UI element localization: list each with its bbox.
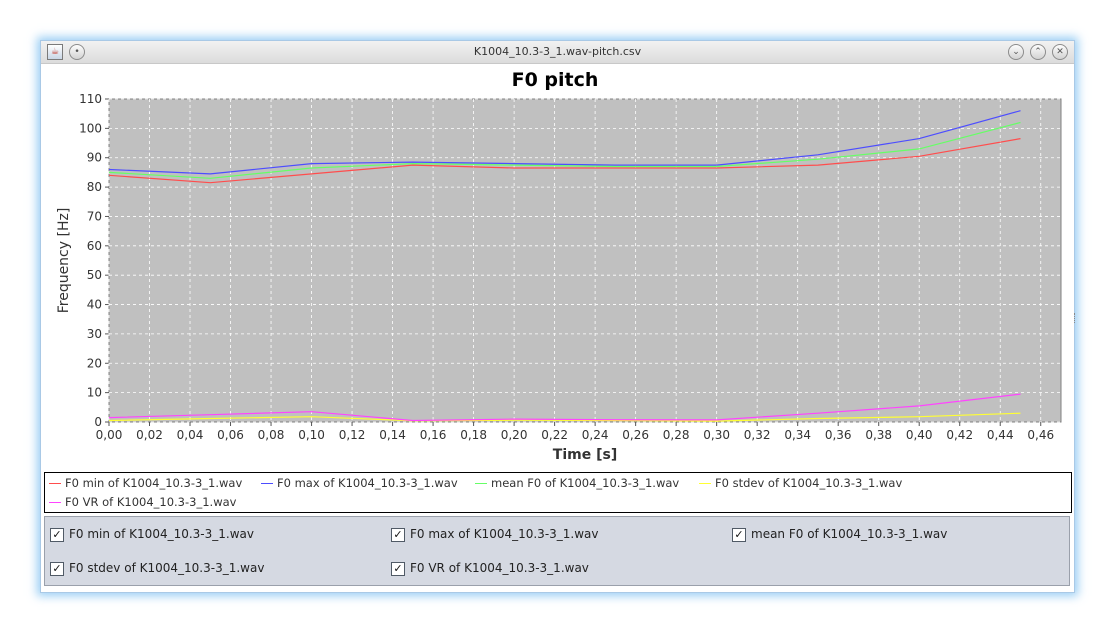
x-tick-label: 0,18	[460, 428, 487, 442]
x-tick-label: 0,04	[177, 428, 204, 442]
x-tick-label: 0,20	[501, 428, 528, 442]
x-axis-label: Time [s]	[553, 447, 617, 463]
checkbox-f0-vr[interactable]: ✓ F0 VR of K1004_10.3-3_1.wav	[391, 561, 589, 576]
x-tick-label: 0,02	[136, 428, 163, 442]
window-menu-icon[interactable]: •	[69, 44, 85, 60]
y-tick-label: 110	[79, 92, 102, 106]
y-axis-label: Frequency [Hz]	[56, 208, 72, 314]
chart-area: F0 pitch 0 10 20 30 40 50 60 70 80 90 100 110 0,00 0,0…	[41, 64, 1074, 472]
checkbox-box[interactable]: ✓	[50, 527, 64, 542]
resize-grip[interactable]	[1074, 313, 1078, 323]
x-tick-label: 0,22	[541, 428, 568, 442]
legend-label: F0 min of K1004_10.3-3_1.wav	[65, 476, 243, 490]
checkbox-box[interactable]: ✓	[391, 561, 405, 576]
x-tick-label: 0,00	[96, 428, 123, 442]
y-tick-label: 30	[87, 327, 102, 341]
x-tick-label: 0,38	[865, 428, 892, 442]
title-bar[interactable]: ☕ • K1004_10.3-3_1.wav-pitch.csv ⌄ ⌃ ✕	[41, 41, 1074, 64]
x-tick-label: 0,36	[825, 428, 852, 442]
chart-legend: F0 min of K1004_10.3-3_1.wav F0 max of K…	[44, 472, 1072, 513]
x-tick-label: 0,34	[784, 428, 811, 442]
series-toggle-panel: ✓ F0 min of K1004_10.3-3_1.wav ✓ F0 max of…	[44, 516, 1070, 586]
checkbox-label[interactable]: F0 max of K1004_10.3-3_1.wav	[410, 527, 599, 541]
plot-background	[108, 98, 1062, 423]
legend-swatch	[49, 502, 61, 503]
checkbox-label[interactable]: F0 VR of K1004_10.3-3_1.wav	[410, 561, 589, 575]
series-line-4	[108, 393, 1021, 422]
legend-swatch	[699, 483, 711, 484]
y-tick-label: 0	[94, 415, 102, 429]
legend-item-f0-stdev: F0 stdev of K1004_10.3-3_1.wav	[699, 476, 902, 490]
series-line-3	[108, 412, 1021, 422]
series-line-0	[108, 138, 1021, 184]
y-tick-label: 20	[87, 356, 102, 370]
checkbox-mean-f0[interactable]: ✓ mean F0 of K1004_10.3-3_1.wav	[732, 527, 947, 542]
java-cup-icon[interactable]: ☕	[47, 44, 63, 60]
checkbox-label[interactable]: F0 stdev of K1004_10.3-3_1.wav	[69, 561, 265, 575]
y-tick-label: 40	[87, 298, 102, 312]
legend-item-f0-max: F0 max of K1004_10.3-3_1.wav	[261, 476, 458, 490]
x-tick-label: 0,46	[1027, 428, 1054, 442]
checkbox-label[interactable]: mean F0 of K1004_10.3-3_1.wav	[751, 527, 948, 541]
y-tick-label: 100	[79, 121, 102, 135]
y-tick-label: 50	[87, 268, 102, 282]
x-tick-label: 0,06	[217, 428, 244, 442]
chart-title: F0 pitch	[512, 69, 599, 91]
y-tick-label: 90	[87, 151, 102, 165]
legend-label: F0 VR of K1004_10.3-3_1.wav	[65, 495, 237, 509]
x-tick-label: 0,32	[744, 428, 771, 442]
x-tick-label: 0,44	[987, 428, 1014, 442]
checkbox-f0-min[interactable]: ✓ F0 min of K1004_10.3-3_1.wav	[50, 527, 254, 542]
x-tick-label: 0,42	[946, 428, 973, 442]
y-tick-label: 60	[87, 239, 102, 253]
x-tick-label: 0,14	[379, 428, 406, 442]
legend-swatch	[49, 483, 61, 484]
legend-swatch	[475, 483, 487, 484]
f0-pitch-chart: F0 pitch 0 10 20 30 40 50 60 70 80 90 100 110 0,00 0,0…	[56, 69, 1062, 463]
x-tick-label: 0,40	[906, 428, 933, 442]
legend-swatch	[261, 483, 273, 484]
x-tick-label: 0,26	[622, 428, 649, 442]
x-tick-label: 0,10	[298, 428, 325, 442]
legend-item-f0-min: F0 min of K1004_10.3-3_1.wav	[49, 476, 242, 490]
y-tick-label: 80	[87, 180, 102, 194]
minimize-icon[interactable]: ⌄	[1008, 44, 1024, 60]
x-tick-label: 0,24	[582, 428, 609, 442]
y-tick-label: 70	[87, 209, 102, 223]
legend-label: mean F0 of K1004_10.3-3_1.wav	[491, 476, 680, 490]
checkbox-box[interactable]: ✓	[50, 561, 64, 576]
legend-item-mean-f0: mean F0 of K1004_10.3-3_1.wav	[475, 476, 679, 490]
x-tick-label: 0,12	[339, 428, 366, 442]
checkbox-box[interactable]: ✓	[391, 527, 405, 542]
checkbox-f0-stdev[interactable]: ✓ F0 stdev of K1004_10.3-3_1.wav	[50, 561, 264, 576]
x-tick-label: 0,30	[703, 428, 730, 442]
series-line-1	[108, 110, 1021, 175]
legend-label: F0 max of K1004_10.3-3_1.wav	[277, 476, 458, 490]
checkbox-f0-max[interactable]: ✓ F0 max of K1004_10.3-3_1.wav	[391, 527, 599, 542]
legend-label: F0 stdev of K1004_10.3-3_1.wav	[715, 476, 903, 490]
window-title: K1004_10.3-3_1.wav-pitch.csv	[473, 45, 642, 58]
checkbox-label[interactable]: F0 min of K1004_10.3-3_1.wav	[69, 527, 254, 541]
x-tick-label: 0,28	[663, 428, 690, 442]
series-line-2	[108, 121, 1021, 179]
y-tick-label: 10	[87, 386, 102, 400]
x-tick-label: 0,16	[420, 428, 447, 442]
x-tick-label: 0,08	[258, 428, 285, 442]
checkbox-box[interactable]: ✓	[732, 527, 746, 542]
app-window: ☕ • K1004_10.3-3_1.wav-pitch.csv ⌄ ⌃ ✕ F…	[40, 40, 1075, 593]
legend-item-f0-vr: F0 VR of K1004_10.3-3_1.wav	[49, 495, 236, 509]
close-icon[interactable]: ✕	[1052, 44, 1068, 60]
maximize-icon[interactable]: ⌃	[1030, 44, 1046, 60]
